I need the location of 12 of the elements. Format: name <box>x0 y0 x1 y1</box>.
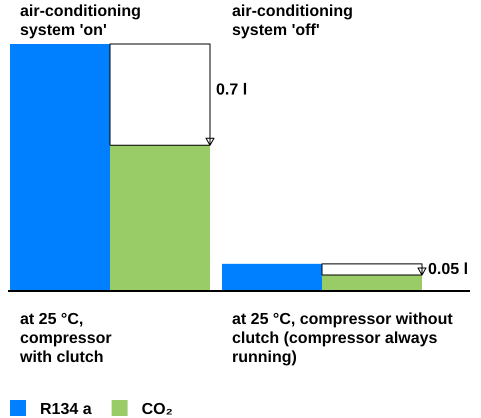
bar <box>10 44 110 291</box>
bar <box>322 274 422 291</box>
annotation: 0.05 l <box>428 260 468 278</box>
bar <box>222 264 322 291</box>
annotation: 0.7 l <box>216 82 248 99</box>
text: air-conditioning system 'on' <box>20 3 141 39</box>
x-tick-label: at 25 °C, compressor without clutch (compressor always running) <box>232 311 454 366</box>
legend-label: CO₂ <box>142 401 173 418</box>
bar <box>110 145 210 291</box>
legend-label: R134 a <box>40 401 92 418</box>
text: air-conditioning system 'off' <box>232 3 353 39</box>
x-tick-label: at 25 °C, compressor with clutch <box>19 311 112 366</box>
